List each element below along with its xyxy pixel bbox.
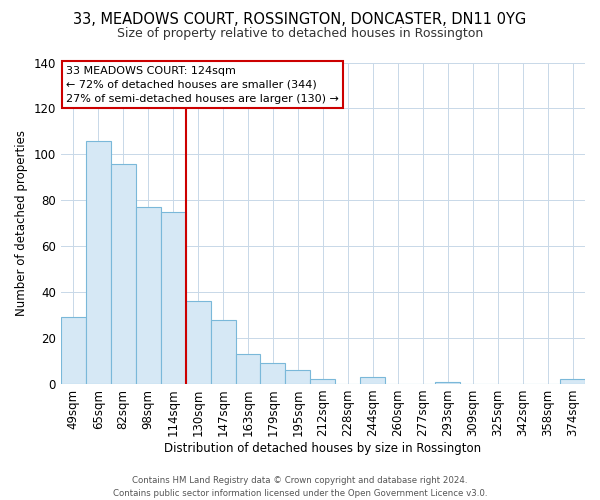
Bar — [211, 320, 236, 384]
Text: 33, MEADOWS COURT, ROSSINGTON, DONCASTER, DN11 0YG: 33, MEADOWS COURT, ROSSINGTON, DONCASTER… — [73, 12, 527, 28]
Bar — [185, 302, 211, 384]
Y-axis label: Number of detached properties: Number of detached properties — [15, 130, 28, 316]
Bar — [361, 377, 385, 384]
Bar — [310, 380, 335, 384]
Bar — [61, 318, 86, 384]
Bar — [435, 382, 460, 384]
Bar — [111, 164, 136, 384]
Text: Size of property relative to detached houses in Rossington: Size of property relative to detached ho… — [117, 28, 483, 40]
Bar — [86, 140, 111, 384]
Bar — [260, 364, 286, 384]
Bar — [560, 380, 585, 384]
Bar — [161, 212, 185, 384]
Text: Contains HM Land Registry data © Crown copyright and database right 2024.
Contai: Contains HM Land Registry data © Crown c… — [113, 476, 487, 498]
Text: 33 MEADOWS COURT: 124sqm
← 72% of detached houses are smaller (344)
27% of semi-: 33 MEADOWS COURT: 124sqm ← 72% of detach… — [66, 66, 339, 104]
Bar — [236, 354, 260, 384]
Bar — [286, 370, 310, 384]
X-axis label: Distribution of detached houses by size in Rossington: Distribution of detached houses by size … — [164, 442, 481, 455]
Bar — [136, 207, 161, 384]
